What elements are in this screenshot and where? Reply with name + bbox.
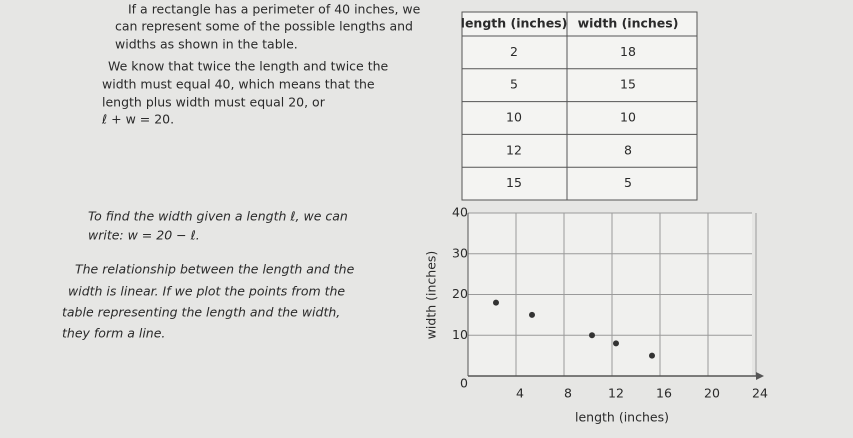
table-cell: 18: [620, 44, 636, 59]
table-cell: 8: [624, 142, 632, 157]
y-tick-label: 20: [452, 286, 468, 301]
table-header: length (inches): [461, 16, 568, 31]
text-line: write: w = 20 − ℓ.: [88, 228, 200, 243]
point: [493, 299, 499, 306]
text-line: ℓ + w = 20.: [101, 112, 174, 127]
y-axis-title: width (inches): [424, 251, 439, 340]
text-line: If a rectangle has a perimeter of 40 inc…: [128, 2, 421, 17]
text-line: length plus width must equal 20, or: [102, 95, 326, 110]
table-header: width (inches): [578, 16, 679, 31]
point: [649, 352, 655, 359]
x-tick-label: 20: [704, 386, 720, 401]
point: [589, 332, 595, 339]
y-tick-label: 30: [452, 245, 468, 260]
axis-arrow: [756, 372, 764, 380]
x-tick-label: 12: [608, 386, 624, 401]
x-tick-label: 4: [516, 386, 524, 401]
point: [613, 340, 619, 347]
table-cell: 15: [506, 175, 522, 190]
text-line: width must equal 40, which means that th…: [102, 77, 375, 92]
text-line: can represent some of the possible lengt…: [115, 19, 413, 34]
table-cell: 2: [510, 44, 518, 59]
table-cell: 5: [510, 77, 518, 92]
x-tick-label: 8: [564, 386, 572, 401]
y-tick-label: 10: [452, 327, 468, 342]
text-line: table representing the length and the wi…: [62, 305, 340, 320]
text-line: We know that twice the length and twice …: [108, 59, 389, 74]
table-frame: [461, 11, 698, 201]
x-tick-label: 24: [752, 386, 768, 401]
x-tick-label: 16: [656, 386, 672, 401]
text-line: width is linear. If we plot the points f…: [68, 284, 345, 299]
y-tick-label: 40: [452, 205, 468, 220]
table-cell: 5: [624, 175, 632, 190]
table-cell: 12: [506, 142, 522, 157]
x-tick-label: 0: [460, 376, 468, 391]
text-line: The relationship between the length and …: [75, 262, 355, 277]
text-line: widths as shown in the table.: [115, 37, 298, 52]
x-axis-title: length (inches): [575, 410, 669, 425]
table-cell: 10: [506, 110, 522, 125]
table-cell: 10: [620, 110, 636, 125]
table-cell: 15: [620, 77, 636, 92]
text-line: they form a line.: [62, 326, 165, 341]
point: [529, 311, 535, 318]
text-line: To find the width given a length ℓ, we c…: [88, 209, 348, 224]
